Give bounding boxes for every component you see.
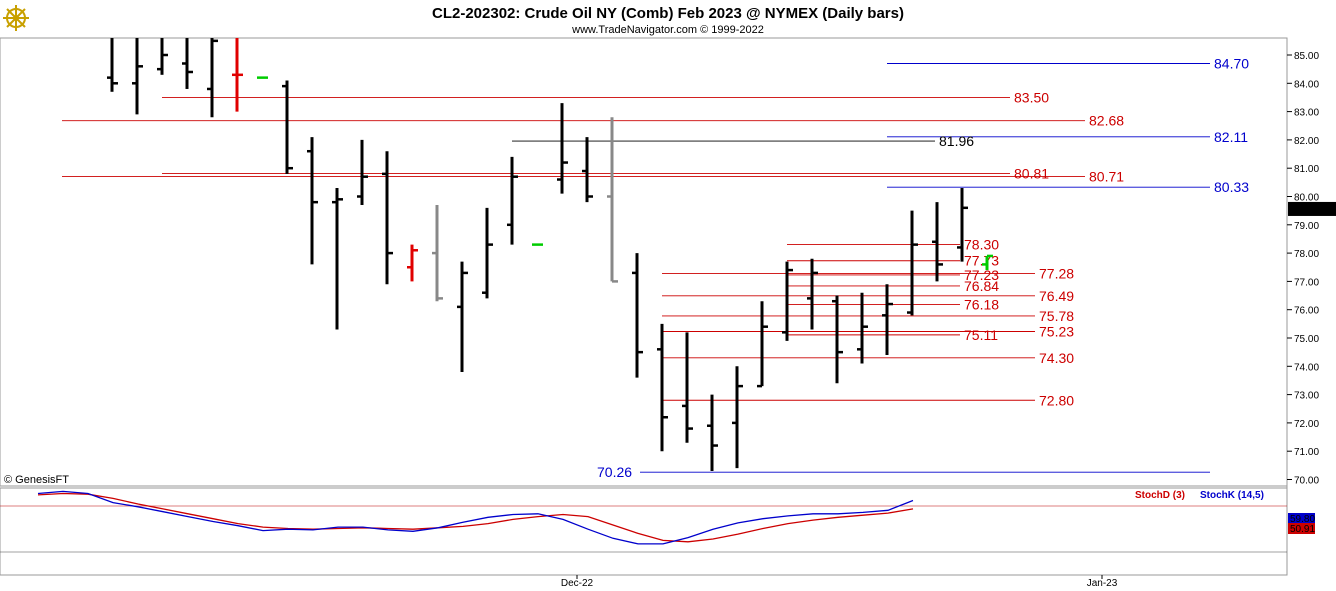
price-bars [107,38,993,472]
ship-wheel-icon [3,5,29,31]
price-panel [0,37,1288,487]
price-bar [157,38,168,75]
watermark: © GenesisFT [4,474,69,486]
y-tick-label: 85.00 [1294,51,1319,62]
level-label: 80.33 [1214,179,1249,195]
level-label: 77.28 [1039,265,1074,281]
y-tick-label: 75.00 [1294,334,1319,345]
y-tick-label: 81.00 [1294,164,1319,175]
price-bar [457,261,468,372]
price-bar [357,139,368,205]
level-label: 81.96 [939,133,974,149]
x-tick-label: Dec-22 [561,578,594,589]
y-tick-label: 78.00 [1294,249,1319,260]
price-bar [882,284,893,355]
stochk-last-value: 59.80 [1290,514,1315,525]
price-bar [232,38,243,112]
price-bar [432,204,443,302]
price-bar [507,156,518,245]
y-tick-label: 79.00 [1294,221,1319,232]
y-tick-label: 83.00 [1294,108,1319,119]
price-bar [132,38,143,115]
price-bar [982,254,993,271]
level-label: 83.50 [1014,89,1049,105]
chart-title: CL2-202302: Crude Oil NY (Comb) Feb 2023… [432,5,904,22]
level-label: 76.84 [964,278,999,294]
price-bar [632,253,643,378]
level-label: 80.81 [1014,166,1049,182]
y-tick-label: 80.00 [1294,193,1319,204]
y-tick-label: 82.00 [1294,136,1319,147]
price-bar [482,207,493,299]
level-label: 70.26 [597,464,632,480]
level-label: 72.80 [1039,392,1074,408]
level-label: 80.71 [1089,168,1124,184]
price-bar [332,188,343,330]
y-tick-label: 76.00 [1294,306,1319,317]
stochd-last-value: 50.91 [1290,524,1315,535]
price-bar [907,210,918,316]
price-bar [707,394,718,472]
y-tick-label: 71.00 [1294,447,1319,458]
level-label: 78.30 [964,237,999,253]
stochk-legend: StochK (14,5) [1200,490,1264,501]
y-tick-label: 84.00 [1294,79,1319,90]
price-bar [957,188,968,262]
price-bar [307,137,318,265]
price-bar [582,137,593,203]
level-label: 75.78 [1039,308,1074,324]
price-bar [207,38,218,118]
price-bar [932,202,943,282]
y-tick-label: 72.00 [1294,419,1319,430]
price-bar [107,38,118,92]
x-tick-label: Jan-23 [1087,578,1118,589]
level-label: 84.70 [1214,55,1249,71]
stochd-legend: StochD (3) [1135,490,1185,501]
price-bar [657,323,668,452]
price-bar [807,258,818,330]
price-bar [557,103,568,194]
level-label: 76.49 [1039,288,1074,304]
y-tick-label: 74.00 [1294,362,1319,373]
stochastic-lines [37,490,914,545]
stochd-line [37,492,914,543]
date-axis: Dec-22 Jan-23 [561,575,1118,589]
price-bar [607,117,618,283]
copyright-text: www.TradeNavigator.com © 1999-2022 [571,24,764,36]
current-price-badge: 79.56 [1288,201,1336,216]
price-bar [757,301,768,388]
y-tick-label: 73.00 [1294,391,1319,402]
price-bar [407,244,418,282]
level-label: 76.18 [964,297,999,313]
level-label: 75.11 [964,327,998,343]
level-label: 75.23 [1039,323,1074,339]
level-label: 82.68 [1089,113,1124,129]
level-label: 77.23 [964,267,999,283]
price-bar [182,38,193,89]
price-bar [382,151,393,285]
price-bar [282,80,293,174]
price-bar [682,332,693,443]
stochk-line [37,490,914,545]
level-label: 82.11 [1214,129,1248,145]
price-axis: 85.00 84.00 83.00 82.00 81.00 80.00 79.00 78.00… [1287,51,1319,487]
price-bar [732,366,743,469]
price-bar [782,261,793,341]
price-bar [832,295,843,384]
y-tick-label: 70.00 [1294,476,1319,487]
stochastic-panel [0,487,1288,576]
y-tick-label: 77.00 [1294,277,1319,288]
stoch-last-values: 59.80 50.91 [1288,513,1315,535]
price-bar [857,292,868,364]
level-label: 74.30 [1039,350,1074,366]
svg-text:79.56: 79.56 [1299,205,1324,216]
